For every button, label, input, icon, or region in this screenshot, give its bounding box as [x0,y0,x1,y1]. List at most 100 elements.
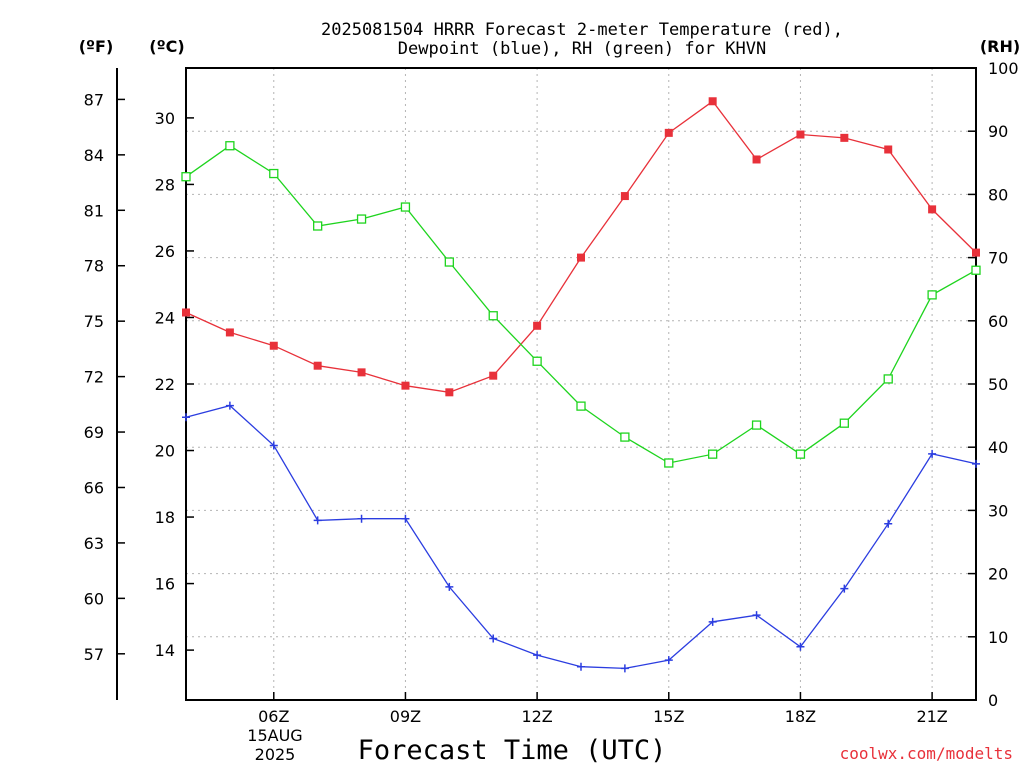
rh-tick-label: 50 [988,375,1008,394]
temperature-point [225,328,234,337]
rh-tick-label: 90 [988,122,1008,141]
dewpoint-point [357,514,366,523]
dewpoint-point [752,611,761,620]
rh-point [181,172,191,182]
rh-tick-label: 60 [988,312,1008,331]
dewpoint-point [884,519,893,528]
dewpoint-point [577,662,585,671]
temperature-point [182,308,190,317]
x-tick-label: 12Z [521,707,552,726]
dewpoint-point [533,651,542,660]
dewpoint-point [313,516,322,525]
rh-tick-label: 30 [988,501,1008,520]
dewpoint-point [796,642,805,651]
rh-tick-label: 80 [988,185,1008,204]
dewpoint-point [928,449,937,458]
fahrenheit-unit-label: (ºF) [79,37,114,56]
celsius-tick-label: 22 [155,375,175,394]
rh-point [927,290,937,300]
temperature-point [796,130,805,139]
grid-lines [186,68,976,700]
x-tick-label: 18Z [785,707,816,726]
rh-point [269,168,279,179]
dewpoint-point [708,617,717,626]
fahrenheit-tick-label: 75 [84,312,104,331]
data-series [181,97,981,673]
celsius-tick-label: 28 [155,175,175,194]
dewpoint-point [445,582,454,591]
celsius-tick-label: 20 [155,442,175,461]
axes [116,67,977,701]
rh-unit-label: (RH) [980,37,1020,56]
temperature-point [445,388,454,397]
celsius-unit-label: (ºC) [149,37,184,56]
fahrenheit-tick-label: 69 [84,423,104,442]
dewpoint-point [401,514,410,523]
celsius-tick-label: 26 [155,242,175,261]
x-tick-label: 09Z [390,707,421,726]
dewpoint-point [489,634,498,643]
rh-point [883,374,893,384]
tick-labels: 57 60 63 66 69 72 75 78 81 84 87 14 16 18 20 22 24 26 28 30… [84,59,1019,726]
temperature-point [577,253,585,262]
x-tick-label: 06Z [258,707,289,726]
fahrenheit-tick-label: 87 [84,90,104,109]
dewpoint-point [182,413,190,422]
dewpoint-point [269,441,278,450]
celsius-tick-label: 24 [155,308,175,327]
x-axis-label: Forecast Time (UTC) [358,735,667,766]
rh-tick-label: 70 [988,249,1008,268]
temperature-point [533,321,542,330]
x-tick-label: 21Z [916,707,947,726]
temperature-point [972,248,980,257]
temperature-line [185,100,977,393]
rh-point [708,449,718,459]
rh-tick-label: 10 [988,628,1008,647]
fahrenheit-tick-label: 81 [84,201,104,220]
temperature-point [884,145,893,154]
chart-title-line-2: Dewpoint (blue), RH (green) for KHVN [398,39,766,59]
date-label-year: 2025 [255,745,296,764]
fahrenheit-tick-label: 57 [84,645,104,664]
credit-link[interactable]: coolwx.com/modelts [840,744,1013,763]
dewpoint-point [840,584,849,593]
plot-frame [185,67,977,701]
temperature-point [840,133,849,142]
dewpoint-point [972,459,980,468]
temperature-point [357,368,366,377]
temperature-point [620,192,629,201]
temperature-point [313,361,322,370]
fahrenheit-tick-label: 63 [84,534,104,553]
dewpoint-line [185,404,977,670]
temperature-point [269,341,278,350]
rh-point [444,257,454,267]
rh-point [839,418,849,428]
rh-tick-label: 100 [988,59,1019,78]
fahrenheit-tick-label: 78 [84,257,104,276]
fahrenheit-tick-label: 84 [84,146,104,165]
temperature-point [401,381,410,390]
rh-point [795,449,806,459]
fahrenheit-tick-label: 72 [84,368,104,387]
rh-tick-label: 20 [988,565,1008,584]
date-label-day: 15AUG [247,726,302,745]
rh-tick-label: 0 [988,691,998,710]
x-tick-label: 15Z [653,707,684,726]
rh-point [620,432,630,442]
dewpoint-point [664,656,673,665]
rh-point [313,221,323,231]
rh-line [185,144,977,464]
rh-point [356,214,367,224]
dewpoint-point [620,664,629,673]
rh-point [664,458,674,468]
rh-point [751,420,762,430]
celsius-tick-label: 16 [155,575,175,594]
fahrenheit-tick-label: 60 [84,589,104,608]
rh-point [488,311,498,321]
temperature-point [928,205,937,214]
rh-point [225,141,235,151]
dewpoint-point [225,401,234,410]
celsius-tick-label: 18 [155,508,175,527]
fahrenheit-tick-label: 66 [84,478,104,497]
